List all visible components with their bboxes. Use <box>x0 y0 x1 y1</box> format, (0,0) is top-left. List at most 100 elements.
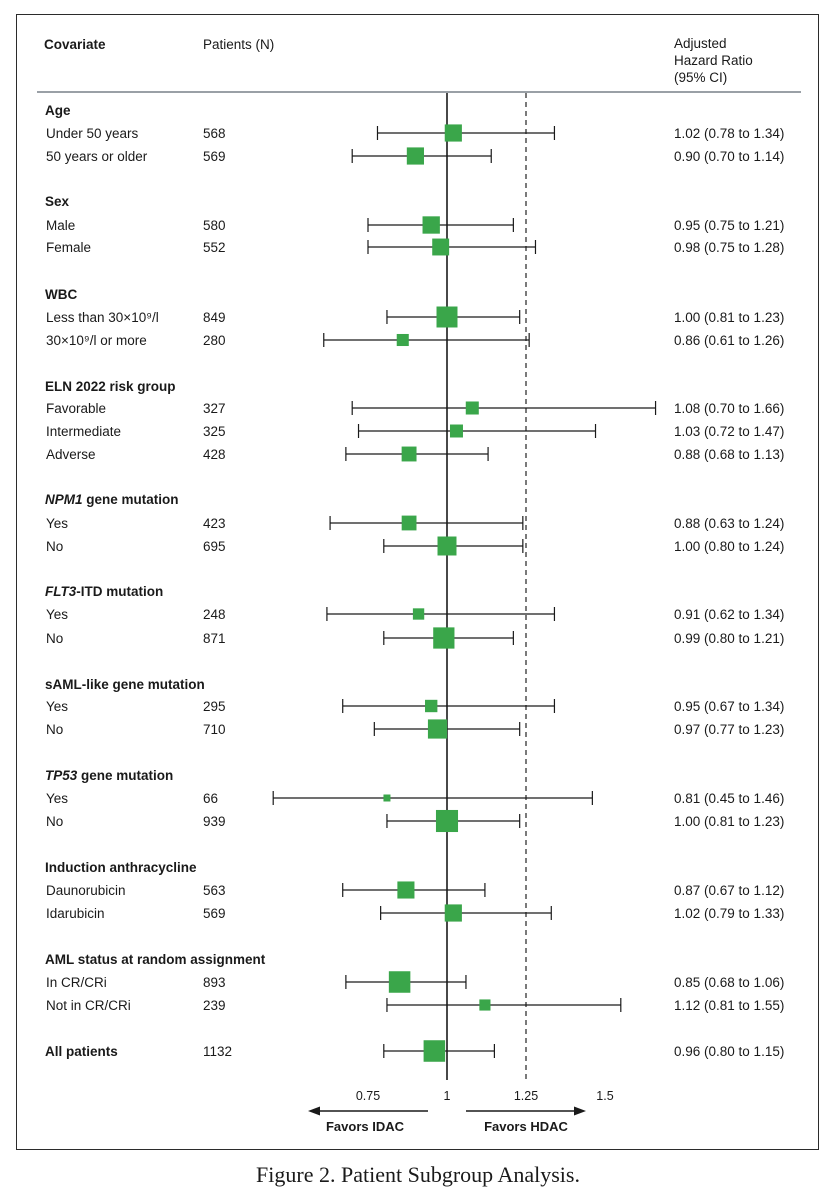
subgroup-label: Favorable <box>46 401 106 416</box>
group-title-rest: gene mutation <box>83 492 179 507</box>
hazard-ratio-text: 1.00 (0.81 to 1.23) <box>674 310 784 325</box>
hazard-ratio-marker <box>388 971 411 993</box>
patient-count: 280 <box>203 333 226 348</box>
hazard-ratio-text: 0.91 (0.62 to 1.34) <box>674 607 784 622</box>
subgroup-label: Adverse <box>46 447 96 462</box>
overall-label: All patients <box>45 1044 118 1059</box>
favors-right-label: Favors HDAC <box>484 1119 568 1134</box>
patient-count: 569 <box>203 149 226 164</box>
axis-tick-label: 1 <box>444 1089 451 1103</box>
subgroup-label: In CR/CRi <box>46 975 107 990</box>
group-title: FLT3-ITD mutation <box>45 584 163 599</box>
subgroup-label: Yes <box>46 791 68 806</box>
subgroup-label: Male <box>46 218 75 233</box>
subgroup-label: 50 years or older <box>46 149 148 164</box>
hazard-ratio-text: 0.86 (0.61 to 1.26) <box>674 333 784 348</box>
axis-tick-label: 1.25 <box>514 1089 538 1103</box>
axis-tick-label: 1.5 <box>596 1089 613 1103</box>
group-title-rest: -ITD mutation <box>76 584 163 599</box>
hazard-ratio-text: 1.03 (0.72 to 1.47) <box>674 424 784 439</box>
hazard-ratio-marker <box>425 699 438 713</box>
gene-name: FLT3 <box>45 584 77 599</box>
group-title: ELN 2022 risk group <box>45 379 176 394</box>
hazard-ratio-marker <box>412 608 425 620</box>
hazard-ratio-marker <box>383 794 391 802</box>
group-title: Induction anthracycline <box>45 860 197 875</box>
group-title: TP53 gene mutation <box>45 768 173 783</box>
subgroup-label: 30×10⁹/l or more <box>46 333 147 348</box>
axis-tick-label: 0.75 <box>356 1089 380 1103</box>
patient-count: 580 <box>203 218 226 233</box>
hazard-ratio-text: 0.85 (0.68 to 1.06) <box>674 975 784 990</box>
patients-column-header: Patients (N) <box>203 37 275 52</box>
left-arrow-icon <box>308 1106 320 1116</box>
subgroup-label: Yes <box>46 607 68 622</box>
figure-caption: Figure 2. Patient Subgroup Analysis. <box>0 1162 836 1188</box>
patient-count: 849 <box>203 310 226 325</box>
hazard-ratio-marker <box>437 536 457 556</box>
hazard-ratio-marker <box>436 306 458 328</box>
subgroup-label: No <box>46 539 63 554</box>
hazard-ratio-text: 0.87 (0.67 to 1.12) <box>674 883 784 898</box>
hazard-ratio-text: 0.99 (0.80 to 1.21) <box>674 631 784 646</box>
hazard-ratio-text: 0.96 (0.80 to 1.15) <box>674 1044 784 1059</box>
group-title: sAML-like gene mutation <box>45 677 205 692</box>
patient-count: 871 <box>203 631 226 646</box>
hazard-ratio-text: 0.95 (0.75 to 1.21) <box>674 218 784 233</box>
figure-number: Figure 2. <box>256 1162 336 1187</box>
subgroup-label: No <box>46 631 63 646</box>
hazard-ratio-marker <box>406 147 424 165</box>
hazard-ratio-marker <box>397 881 415 899</box>
hazard-ratio-text: 0.81 (0.45 to 1.46) <box>674 791 784 806</box>
patient-count: 239 <box>203 998 226 1013</box>
hazard-ratio-marker <box>465 401 479 415</box>
patient-count: 325 <box>203 424 226 439</box>
subgroup-label: Not in CR/CRi <box>46 998 131 1013</box>
subgroup-label: Intermediate <box>46 424 121 439</box>
patient-count: 428 <box>203 447 226 462</box>
gene-name: NPM1 <box>45 492 83 507</box>
group-title: WBC <box>45 287 77 302</box>
hazard-ratio-column-header-line2: Hazard Ratio <box>674 53 753 68</box>
subgroup-label: No <box>46 722 63 737</box>
hazard-ratio-marker <box>449 424 463 438</box>
subgroup-label: Idarubicin <box>46 906 105 921</box>
hazard-ratio-marker <box>479 999 491 1011</box>
patient-count: 552 <box>203 240 226 255</box>
hazard-ratio-column-header-line1: Adjusted <box>674 36 727 51</box>
patient-count: 563 <box>203 883 226 898</box>
hazard-ratio-text: 1.00 (0.81 to 1.23) <box>674 814 784 829</box>
header-rule <box>37 91 801 93</box>
hazard-ratio-marker <box>427 719 448 739</box>
group-title: NPM1 gene mutation <box>45 492 179 507</box>
patient-count: 1132 <box>203 1044 232 1059</box>
hazard-ratio-text: 1.12 (0.81 to 1.55) <box>674 998 784 1013</box>
hazard-ratio-marker <box>422 216 440 234</box>
hazard-ratio-text: 1.02 (0.78 to 1.34) <box>674 126 784 141</box>
hazard-ratio-marker <box>444 124 462 142</box>
patient-count: 248 <box>203 607 226 622</box>
hazard-ratio-marker <box>423 1040 446 1062</box>
patient-count: 939 <box>203 814 226 829</box>
favors-left-label: Favors IDAC <box>326 1119 405 1134</box>
hazard-ratio-marker <box>401 515 417 531</box>
hazard-ratio-text: 1.02 (0.79 to 1.33) <box>674 906 784 921</box>
patient-count: 66 <box>203 791 218 806</box>
hazard-ratio-marker <box>401 446 417 462</box>
patient-count: 423 <box>203 516 226 531</box>
subgroup-label: Yes <box>46 516 68 531</box>
subgroup-label: Female <box>46 240 91 255</box>
subgroup-label: Under 50 years <box>46 126 139 141</box>
group-title: Sex <box>45 194 70 209</box>
hazard-ratio-text: 0.97 (0.77 to 1.23) <box>674 722 784 737</box>
subgroup-label: Yes <box>46 699 68 714</box>
covariate-column-header: Covariate <box>44 37 106 52</box>
hazard-ratio-column-header-line3: (95% CI) <box>674 70 728 85</box>
hazard-ratio-marker <box>396 333 409 347</box>
hazard-ratio-text: 0.88 (0.63 to 1.24) <box>674 516 784 531</box>
hazard-ratio-marker <box>433 627 455 649</box>
patient-count: 295 <box>203 699 226 714</box>
patient-count: 893 <box>203 975 226 990</box>
figure-frame <box>16 14 819 1150</box>
